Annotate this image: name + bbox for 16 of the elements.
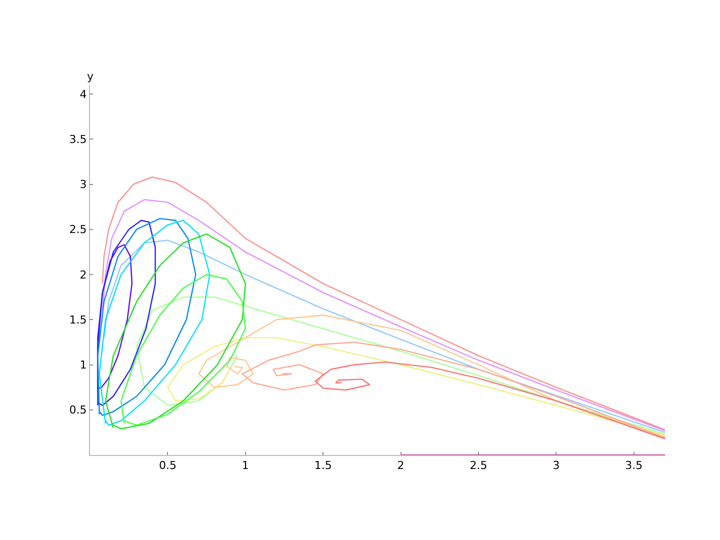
y-tick-label: 1 [80,358,87,372]
x-tick-label: 3 [552,459,560,472]
y-tick-label: 4 [80,88,87,101]
x-tick-label: 1.5 [314,459,332,472]
y-tick-label: 3 [80,178,87,192]
y-tick-label: 0.5 [69,404,87,417]
y-axis-title: y [87,70,94,83]
x-tick-label: 2.5 [470,459,488,472]
x-tick-label: 0.5 [158,459,176,472]
x-tick-label: 2 [397,459,404,472]
x-tick-label: 1 [242,459,249,472]
y-tick-label: 1.5 [69,313,87,326]
y-tick-label: 2.5 [69,223,87,236]
x-tick-label: 3.5 [625,459,643,472]
y-tick-label: 3.5 [69,133,87,146]
y-tick-label: 2 [80,268,87,282]
